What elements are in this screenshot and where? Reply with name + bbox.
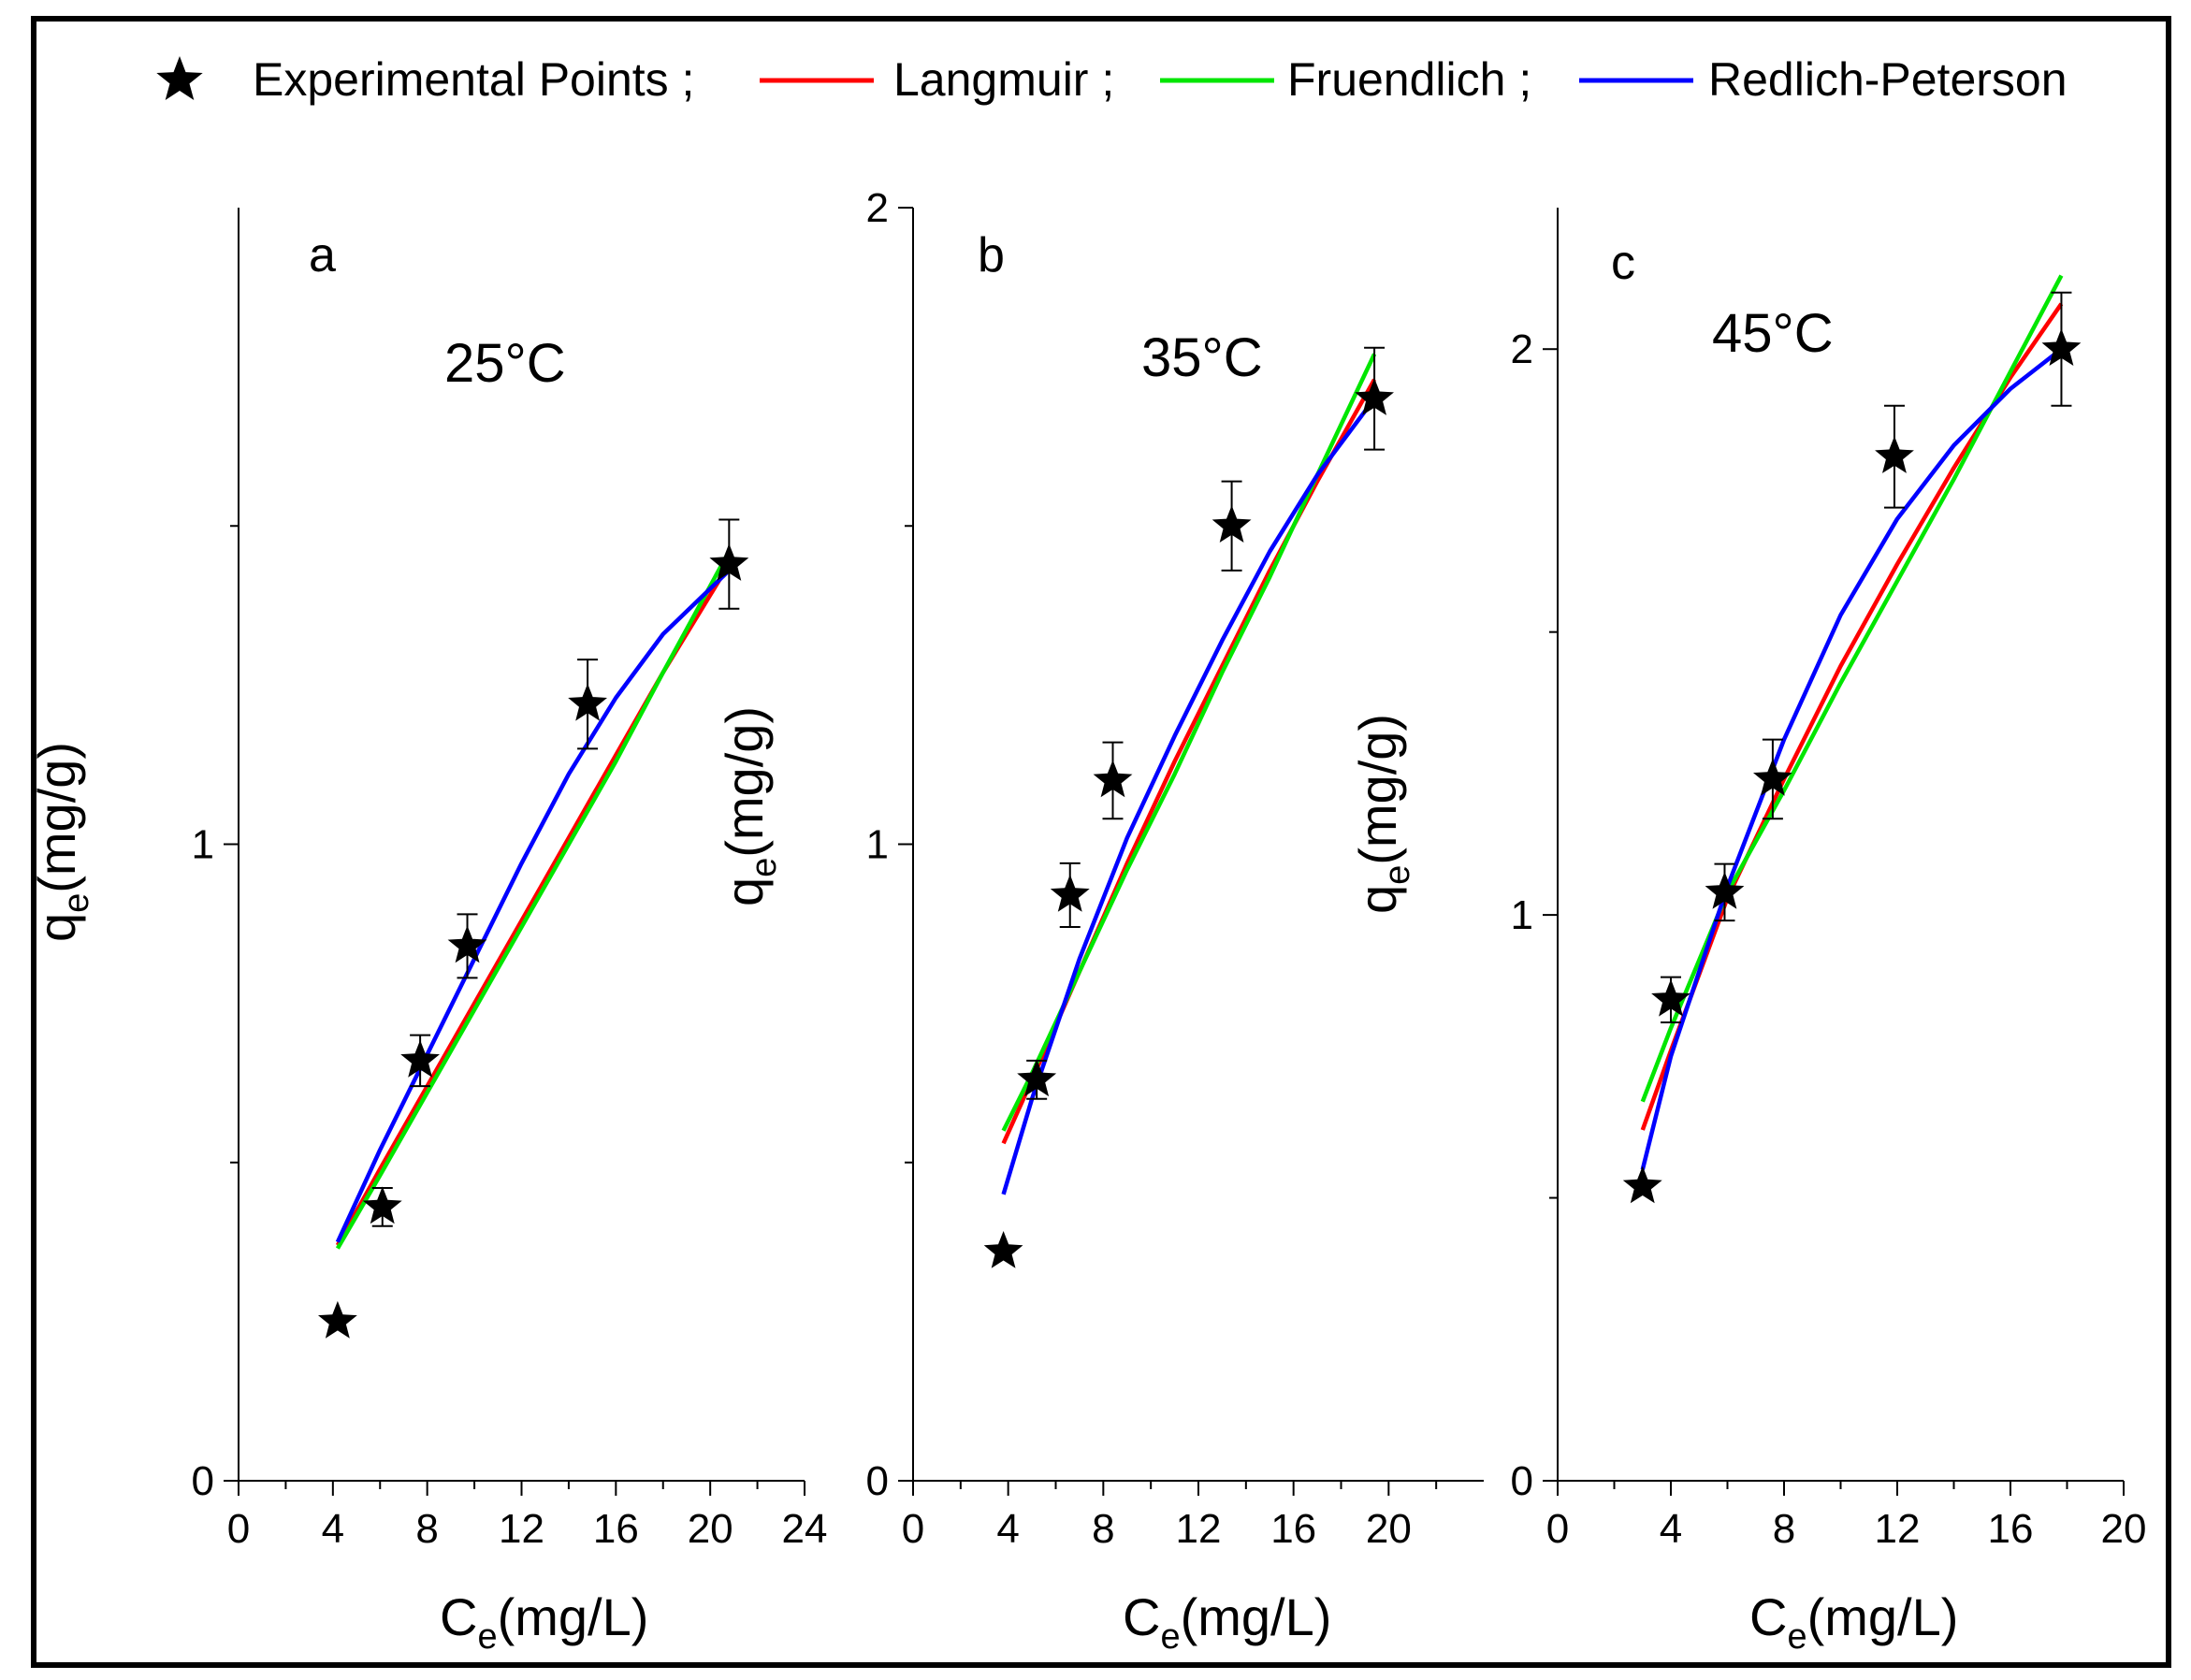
- x-tick-label: 12: [1875, 1506, 1921, 1552]
- legend-star-icon: [156, 56, 203, 100]
- series-line-redlich-peterson: [1640, 347, 2063, 1170]
- panel-a: a 25°C 0 4 8 12 16 20 24 0 1 Ce(mg/L) qe(mg/g): [27, 208, 827, 1657]
- series-line-redlich-peterson: [1001, 397, 1376, 1195]
- x-tick-label: 0: [902, 1506, 924, 1552]
- data-point-star: [447, 925, 487, 963]
- temperature-label: 25°C: [444, 333, 566, 394]
- series-line-fruendlich: [335, 550, 732, 1250]
- data-point-star: [1651, 978, 1690, 1017]
- data-point-star: [318, 1300, 357, 1339]
- x-axis-title: Ce(mg/L): [1749, 1587, 1958, 1657]
- x-tick-label: 4: [996, 1506, 1019, 1552]
- series-line-langmuir: [1640, 302, 2064, 1131]
- x-tick-label: 8: [1092, 1506, 1114, 1552]
- y-axis-title: qe(mg/g): [715, 706, 784, 906]
- panel-letter: c: [1611, 236, 1635, 290]
- data-point-star: [1017, 1059, 1057, 1097]
- data-point-star: [2041, 328, 2082, 366]
- x-tick-label: 20: [2101, 1506, 2147, 1552]
- x-axis-title: Ce(mg/L): [1123, 1587, 1331, 1657]
- x-tick-label: 4: [1660, 1506, 1682, 1552]
- data-point-star: [1050, 874, 1090, 912]
- y-tick-label: 1: [1511, 892, 1533, 938]
- legend-label-redlich: Redlich-Peterson: [1708, 53, 2068, 106]
- data-point-star: [1622, 1166, 1662, 1204]
- x-tick-label: 0: [1546, 1506, 1569, 1552]
- y-axis-title: qe(mg/g): [1348, 714, 1417, 914]
- x-tick-label: 12: [499, 1506, 544, 1552]
- x-tick-label: 20: [1366, 1506, 1412, 1552]
- y-tick-label: 1: [866, 822, 889, 868]
- y-tick-label: 2: [866, 185, 889, 231]
- series-line-redlich-peterson: [335, 569, 731, 1243]
- x-tick-label: 4: [322, 1506, 344, 1552]
- y-tick-label: 0: [192, 1458, 214, 1504]
- y-tick-label: 2: [1511, 326, 1533, 372]
- series-line-fruendlich: [1001, 353, 1377, 1132]
- y-tick-label: 0: [866, 1458, 889, 1504]
- y-tick-label: 0: [1511, 1458, 1533, 1504]
- temperature-label: 45°C: [1712, 303, 1834, 364]
- y-tick-label: 1: [192, 822, 214, 868]
- legend-label-experimental: Experimental Points ;: [253, 53, 694, 106]
- x-tick-label: 12: [1176, 1506, 1222, 1552]
- data-point-star: [1093, 760, 1133, 798]
- y-axis-title: qe(mg/g): [27, 742, 96, 942]
- data-point-star: [1212, 505, 1252, 543]
- legend-label-langmuir: Langmuir ;: [893, 53, 1114, 106]
- legend: Experimental Points ; Langmuir ; Fruendl…: [156, 53, 2068, 106]
- x-tick-label: 8: [1773, 1506, 1795, 1552]
- x-tick-label: 8: [415, 1506, 438, 1552]
- legend-label-freundlich: Fruendlich ;: [1287, 53, 1531, 106]
- data-point-star: [1875, 436, 1914, 473]
- panel-letter: b: [978, 228, 1005, 282]
- data-point-star: [709, 543, 749, 581]
- data-point-star: [1705, 871, 1745, 909]
- x-tick-label: 16: [1988, 1506, 2034, 1552]
- data-point-star: [983, 1231, 1023, 1268]
- x-tick-label: 0: [227, 1506, 250, 1552]
- figure-frame: [31, 16, 2171, 1668]
- data-point-star: [568, 683, 607, 721]
- x-tick-label: 24: [782, 1506, 828, 1552]
- data-point-star: [362, 1186, 402, 1224]
- data-point-star: [1355, 378, 1394, 415]
- panel-letter: a: [309, 228, 336, 282]
- temperature-label: 35°C: [1141, 327, 1263, 388]
- x-tick-label: 16: [593, 1506, 639, 1552]
- x-tick-label: 16: [1270, 1506, 1316, 1552]
- x-axis-title: Ce(mg/L): [440, 1587, 648, 1657]
- data-point-star: [400, 1039, 440, 1078]
- series-line-langmuir: [1001, 378, 1377, 1145]
- x-tick-label: 20: [688, 1506, 733, 1552]
- data-point-star: [1753, 758, 1792, 796]
